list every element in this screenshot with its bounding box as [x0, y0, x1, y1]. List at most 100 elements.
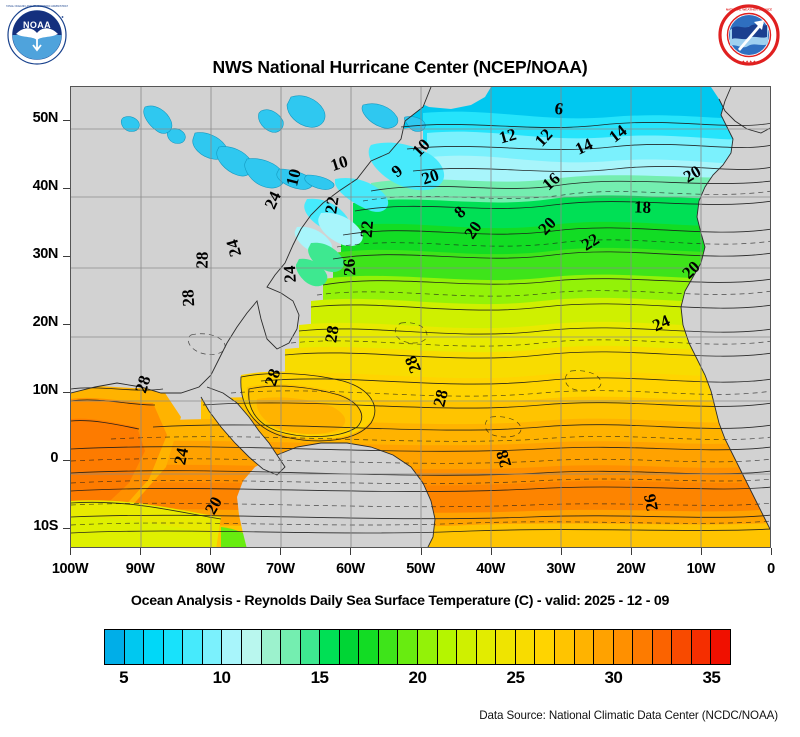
x-axis-tick	[70, 548, 71, 555]
y-axis-label: 10N	[32, 381, 59, 398]
contour-label: 28	[131, 373, 154, 395]
colorbar-cell	[594, 630, 614, 664]
y-axis-tick	[63, 391, 70, 393]
svg-text:NOAA: NOAA	[23, 20, 51, 30]
contour-label: 24	[222, 237, 245, 259]
colorbar-cell	[124, 630, 145, 664]
x-axis-label: 70W	[265, 561, 295, 577]
colorbar-tick-label: 30	[604, 668, 623, 687]
x-axis-tick	[700, 548, 702, 555]
contour-label: 24	[170, 446, 192, 467]
x-axis-label: 50W	[406, 561, 435, 577]
y-axis-tick	[63, 459, 70, 461]
svg-text:★ ★ ★ ★: ★ ★ ★ ★	[741, 60, 756, 64]
y-axis-tick	[63, 119, 70, 121]
colorbar-cell	[515, 630, 536, 664]
colorbar-cell	[222, 630, 242, 664]
contour-label: 18	[634, 197, 652, 217]
x-axis-label: 80W	[195, 561, 225, 577]
colorbar-cell	[633, 630, 653, 664]
x-axis-tick	[771, 548, 772, 555]
x-axis-tick	[350, 548, 352, 555]
colorbar-cell	[711, 630, 730, 664]
svg-text:NATIONAL WEATHER SERVICE: NATIONAL WEATHER SERVICE	[726, 8, 772, 12]
contour-label: 28	[429, 388, 451, 409]
data-source-note: Data Source: National Climatic Data Cent…	[479, 709, 778, 722]
contour-label: 28	[178, 289, 198, 307]
contour-label: 28	[321, 324, 343, 344]
x-axis-label: 30W	[546, 561, 575, 577]
x-axis-label: 90W	[125, 561, 155, 577]
contour-label: 24	[261, 188, 286, 212]
contour-label: 20	[419, 165, 441, 188]
colorbar-cell	[261, 630, 282, 664]
colorbar-cell	[202, 630, 223, 664]
y-axis-label: 50N	[32, 109, 59, 126]
colorbar-cell	[105, 630, 125, 664]
x-axis-label: 10W	[686, 561, 716, 577]
colorbar-cell	[672, 630, 692, 664]
y-axis-label: 40N	[32, 177, 59, 194]
colorbar-cell	[300, 630, 321, 664]
noaa-logo: NOAA NATIONAL OCEANIC AND ATMOSPHERIC AD…	[2, 4, 72, 66]
contour-label: 10	[282, 167, 305, 188]
colorbar-cell	[613, 630, 634, 664]
page-title: NWS National Hurricane Center (NCEP/NOAA…	[212, 57, 588, 77]
sst-map-plot: 6 8 9 10 10 10 12 12 14 14 16 18 20 20 20 20 20 20 22 22 22 2…	[70, 86, 771, 548]
colorbar-ticklabels: 5 10 15 20 25 30 35	[0, 668, 800, 694]
colorbar-cell	[378, 630, 399, 664]
colorbar-cell	[163, 630, 184, 664]
contour-label: 28	[492, 448, 515, 470]
y-axis-label: 20N	[32, 313, 59, 330]
y-axis-tick	[63, 323, 70, 325]
colorbar-cells	[104, 629, 731, 665]
colorbar-cell	[339, 630, 360, 664]
colorbar-cell	[496, 630, 516, 664]
x-axis-tick	[210, 548, 212, 555]
x-axis-tick	[490, 548, 492, 555]
colorbar-cell	[144, 630, 164, 664]
colorbar-cell	[183, 630, 203, 664]
colorbar-cell	[398, 630, 418, 664]
colorbar-cell	[457, 630, 477, 664]
x-axis-label: 40W	[476, 561, 505, 577]
contour-label: 22	[357, 220, 377, 239]
colorbar-cell	[535, 630, 555, 664]
y-axis-label: 30N	[32, 245, 59, 262]
contour-label: 24	[280, 265, 300, 284]
y-axis-tick	[63, 527, 70, 529]
colorbar-cell	[652, 630, 673, 664]
x-axis-label: 20W	[616, 561, 646, 577]
contour-label: 12	[497, 125, 518, 148]
colorbar-cell	[320, 630, 340, 664]
colorbar-cell	[691, 630, 712, 664]
contour-label: 26	[340, 258, 360, 276]
svg-text:NATIONAL OCEANIC AND ATMOSPHER: NATIONAL OCEANIC AND ATMOSPHERIC ADMINIS…	[6, 5, 68, 8]
y-axis-tick	[63, 255, 70, 257]
colorbar	[104, 629, 731, 665]
x-axis-tick	[630, 548, 632, 555]
colorbar-cell	[437, 630, 458, 664]
contour-label: 28	[261, 366, 284, 388]
x-axis-tick	[280, 548, 282, 555]
contour-label: 6	[553, 99, 564, 119]
colorbar-tick-label: 20	[408, 668, 427, 687]
y-axis-label: 0	[50, 449, 58, 466]
contour-label: 28	[401, 353, 425, 376]
colorbar-cell	[359, 630, 379, 664]
x-axis-tick	[560, 548, 562, 555]
colorbar-tick-label: 15	[310, 668, 329, 687]
contour-label: 28	[193, 252, 212, 269]
colorbar-cell	[241, 630, 262, 664]
x-axis-tick	[420, 548, 422, 555]
contour-label: 24	[649, 311, 673, 335]
colorbar-tick-label: 25	[506, 668, 525, 687]
contour-label: 26	[640, 492, 662, 512]
contour-label: 14	[572, 134, 596, 159]
x-axis-tick	[140, 548, 142, 555]
colorbar-tick-label: 5	[119, 668, 129, 687]
x-axis-label: 100W	[51, 561, 89, 577]
colorbar-cell	[554, 630, 575, 664]
